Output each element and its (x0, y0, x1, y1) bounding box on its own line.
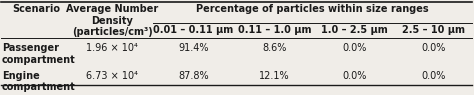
Text: Percentage of particles within size ranges: Percentage of particles within size rang… (196, 4, 429, 14)
Text: 0.0%: 0.0% (342, 43, 367, 53)
Text: Scenario: Scenario (12, 4, 60, 14)
Text: 91.4%: 91.4% (178, 43, 209, 53)
Text: 1.0 – 2.5 μm: 1.0 – 2.5 μm (321, 25, 388, 35)
Text: 6.73 × 10⁴: 6.73 × 10⁴ (86, 71, 138, 81)
Text: Passenger
compartment: Passenger compartment (2, 43, 76, 65)
Text: 8.6%: 8.6% (263, 43, 287, 53)
Text: 0.0%: 0.0% (421, 71, 445, 81)
Text: 0.0%: 0.0% (342, 71, 367, 81)
Text: Engine
compartment: Engine compartment (2, 71, 76, 92)
Text: 0.0%: 0.0% (421, 43, 445, 53)
Text: Average Number
Density
(particles/cm³): Average Number Density (particles/cm³) (66, 4, 158, 37)
Text: 2.5 – 10 μm: 2.5 – 10 μm (401, 25, 465, 35)
Text: 12.1%: 12.1% (259, 71, 290, 81)
Text: 0.11 – 1.0 μm: 0.11 – 1.0 μm (238, 25, 311, 35)
Text: 0.01 – 0.11 μm: 0.01 – 0.11 μm (153, 25, 234, 35)
Text: 1.96 × 10⁴: 1.96 × 10⁴ (86, 43, 138, 53)
Text: 87.8%: 87.8% (178, 71, 209, 81)
